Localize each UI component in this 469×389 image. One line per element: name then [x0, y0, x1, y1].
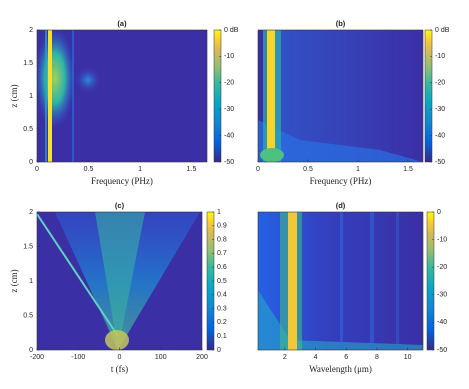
panel-title: (b): [336, 19, 346, 28]
heatmap-image: [258, 30, 423, 162]
colorbar-tick-label: -40: [224, 132, 234, 139]
plot-frame: [257, 211, 424, 351]
colorbar-tick-label: 0.5: [217, 278, 227, 285]
colorbar-tick-label: -40: [437, 319, 447, 326]
y-tick-label: 1.5: [23, 243, 33, 250]
y-tick-label: 2: [29, 27, 33, 34]
x-tick-label: 1.5: [187, 166, 197, 173]
colorbar-tick-label: -30: [437, 292, 447, 299]
x-tick-label: 0.5: [84, 166, 94, 173]
plot-frame: [257, 29, 424, 163]
colorbar-tick-label: 1: [217, 209, 221, 216]
colorbar-tick-label: -50: [437, 347, 447, 354]
colorbar-tick-label: -10: [224, 53, 234, 60]
panel-title: (c): [115, 201, 125, 210]
heatmap-image: [37, 30, 207, 162]
colorbar-tick-label: -10: [437, 236, 447, 243]
y-axis-label: z (cm): [9, 269, 19, 292]
x-tick-label: -200: [30, 354, 44, 361]
colorbar-tick-label: -10: [435, 53, 445, 60]
colorbar-tick-label: 0: [437, 209, 441, 216]
colorbar-tick-label: -40: [435, 132, 445, 139]
colorbar-tick-label: -50: [435, 159, 445, 166]
colorbar-tick-label: 0 dB: [224, 27, 239, 34]
x-axis-label: Frequency (PHz): [91, 176, 153, 186]
colorbar-tick-label: 0.4: [217, 292, 227, 299]
colorbar-tick-label: 0 dB: [435, 27, 450, 34]
colorbar-tick-label: 0.9: [217, 223, 227, 230]
y-tick-label: 1: [29, 278, 33, 285]
x-tick-label: 1: [356, 166, 360, 173]
colorbar: [426, 211, 435, 351]
colorbar-tick-label: 0.7: [217, 250, 227, 257]
colorbar-tick-label: -30: [435, 106, 445, 113]
heatmap-image: [37, 212, 202, 350]
colorbar: [424, 29, 433, 163]
y-tick-label: 1: [29, 93, 33, 100]
x-tick-label: 1: [138, 166, 142, 173]
y-tick-label: 0: [29, 159, 33, 166]
y-tick-label: 1.5: [23, 60, 33, 67]
colorbar-tick-label: 0.8: [217, 236, 227, 243]
panel-title: (d): [336, 201, 346, 210]
y-tick-label: 0: [29, 347, 33, 354]
colorbar-tick-label: -20: [435, 80, 445, 87]
y-tick-label: 0.5: [23, 312, 33, 319]
colorbar-tick-label: -20: [437, 264, 447, 271]
x-tick-label: 0: [118, 354, 122, 361]
y-tick-label: 2: [29, 209, 33, 216]
heatmap-image: [258, 212, 423, 350]
x-axis-label: t (fs): [111, 364, 128, 374]
x-tick-label: 8: [375, 354, 379, 361]
x-tick-label: 4: [314, 354, 318, 361]
colorbar-tick-label: 0.1: [217, 333, 227, 340]
x-tick-label: 0: [256, 166, 260, 173]
x-tick-label: 2: [283, 354, 287, 361]
x-axis-label: Frequency (PHz): [310, 176, 372, 186]
colorbar-tick-label: -50: [224, 159, 234, 166]
colorbar-tick-label: 0.2: [217, 319, 227, 326]
x-tick-label: 6: [344, 354, 348, 361]
x-axis-label: Wavelength (μm): [309, 364, 372, 374]
colorbar-tick-label: -30: [224, 106, 234, 113]
x-tick-label: 1.5: [403, 166, 413, 173]
x-tick-label: 200: [196, 354, 208, 361]
x-tick-label: 0.5: [303, 166, 313, 173]
y-tick-label: 0.5: [23, 126, 33, 133]
colorbar-tick-label: 0.3: [217, 305, 227, 312]
x-tick-label: -100: [71, 354, 85, 361]
x-tick-label: 0: [35, 166, 39, 173]
colorbar-tick-label: -20: [224, 80, 234, 87]
colorbar-tick-label: 0: [217, 347, 221, 354]
colorbar-tick-label: 0.6: [217, 264, 227, 271]
x-tick-label: 100: [155, 354, 167, 361]
x-tick-label: 10: [404, 354, 412, 361]
colorbar: [213, 29, 222, 163]
panel-title: (a): [117, 19, 127, 28]
y-axis-label: z (cm): [9, 84, 19, 107]
